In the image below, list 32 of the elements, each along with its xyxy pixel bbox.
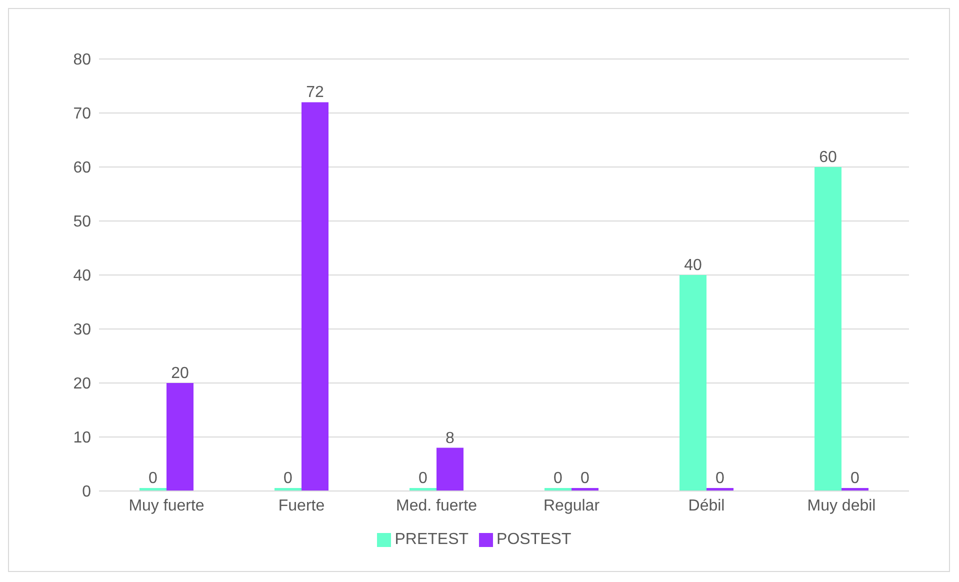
- data-label: 0: [148, 470, 158, 487]
- x-tick-label: Débil: [688, 497, 725, 514]
- x-tick-label: Regular: [543, 497, 600, 514]
- y-tick-label: 80: [73, 52, 92, 69]
- data-label: 72: [306, 84, 324, 102]
- data-label: 8: [446, 430, 455, 447]
- data-label: 60: [819, 149, 837, 166]
- bar: [680, 275, 706, 491]
- x-tick-label: Muy fuerte: [128, 497, 204, 514]
- y-tick-label: 70: [73, 106, 92, 123]
- data-label: 0: [716, 470, 725, 487]
- data-label: 20: [171, 365, 189, 382]
- y-tick-label: 10: [73, 430, 92, 447]
- y-tick-label: 60: [73, 160, 92, 177]
- legend-label: POSTEST: [496, 531, 572, 548]
- x-tick-label: Fuerte: [278, 497, 325, 514]
- x-tick-label: Muy debil: [807, 497, 876, 514]
- legend-label: PRETEST: [394, 531, 469, 548]
- bar: [814, 167, 842, 491]
- data-label: 0: [284, 470, 293, 487]
- data-label: 0: [850, 470, 860, 487]
- x-tick-label: Med. fuerte: [396, 497, 478, 514]
- data-label: 0: [554, 470, 563, 487]
- bar: [302, 102, 328, 491]
- y-tick-label: 50: [73, 214, 92, 231]
- y-tick-label: 20: [73, 376, 92, 393]
- y-tick-label: 30: [73, 322, 92, 339]
- y-tick-label: 0: [82, 484, 92, 501]
- y-tick-label: 40: [73, 268, 92, 285]
- data-label: 0: [418, 470, 428, 487]
- data-label: 40: [684, 257, 702, 274]
- data-label: 0: [580, 470, 590, 487]
